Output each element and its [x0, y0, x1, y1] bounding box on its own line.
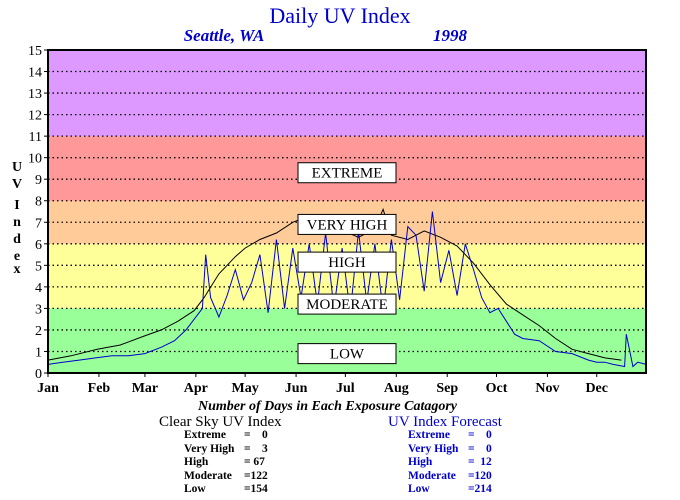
stat-value: =122	[244, 469, 268, 482]
y-tick-label: 6	[35, 238, 42, 253]
stat-value: =214	[468, 483, 492, 495]
stat-label: Very High	[184, 442, 235, 455]
chart-title: Daily UV Index	[269, 3, 410, 28]
stat-label: Extreme	[184, 429, 226, 441]
plot-frame	[47, 49, 647, 374]
stat-value: = 0	[468, 429, 492, 441]
stat-row: Extreme = 0	[184, 429, 268, 441]
category-box-low	[297, 343, 397, 365]
stat-label: Extreme	[408, 429, 450, 441]
stat-row: High = 12	[408, 456, 492, 468]
stat-value: =120	[468, 469, 492, 482]
stat-row: Very High = 3	[184, 443, 268, 455]
x-tick-label: Jul	[336, 381, 355, 396]
category-text-high: HIGH	[328, 255, 366, 271]
stats-title: Number of Days in Each Exposure Catagory	[198, 399, 458, 414]
category-box-extreme	[297, 162, 397, 184]
x-tick-label: Dec	[585, 381, 608, 396]
y-tick-label: 2	[35, 324, 42, 339]
category-text-moderate: MODERATE	[306, 297, 388, 313]
clear-sky-heading: Clear Sky UV Index	[159, 414, 282, 430]
stat-row: High = 67	[184, 456, 265, 468]
y-tick-label: 12	[28, 109, 42, 124]
y-tick-label: 10	[28, 152, 42, 167]
stat-value: =154	[244, 483, 268, 495]
category-text-very-high: VERY HIGH	[307, 217, 388, 233]
y-tick-label: 15	[28, 44, 42, 59]
stat-row: Extreme = 0	[408, 429, 492, 441]
band-extreme	[48, 50, 646, 137]
stat-value: = 3	[244, 442, 268, 455]
y-axis-label-char: U	[12, 160, 22, 175]
stat-label: Low	[408, 483, 430, 495]
x-tick-label: Jun	[285, 381, 308, 396]
stat-value: = 0	[468, 442, 492, 455]
stat-row: Low =154	[184, 483, 268, 495]
x-tick-label: Nov	[535, 381, 559, 396]
stat-label: Moderate	[408, 469, 456, 482]
category-labels: LOW MODERATE HIGH VERY HIGH EXTREME	[297, 162, 397, 365]
x-tick-label: Sep	[436, 381, 458, 396]
y-axis-label-char: d	[13, 232, 21, 247]
y-tick-label: 1	[35, 345, 42, 360]
y-tick-label: 11	[29, 130, 42, 145]
x-tick-label: Apr	[184, 381, 208, 396]
stat-row: Low =214	[408, 483, 492, 495]
stat-row: Moderate =122	[184, 470, 268, 482]
category-box-high	[297, 251, 397, 273]
y-tick-label: 4	[35, 281, 42, 296]
category-box-very-high	[297, 213, 397, 235]
stat-label: Low	[184, 483, 206, 495]
y-axis-label-char: I	[14, 198, 19, 213]
chart-subtitle-year: 1998	[433, 26, 468, 45]
y-tick-label: 13	[28, 87, 42, 102]
stat-label: High	[184, 456, 209, 468]
y-axis-label-char: V	[12, 177, 22, 192]
category-text-low: LOW	[330, 347, 365, 363]
category-label-extreme: EXTREME	[297, 162, 397, 184]
y-tick-label: 5	[35, 259, 42, 274]
stat-row: Moderate =120	[408, 470, 492, 482]
y-tick-label: 3	[35, 302, 42, 317]
stat-label: High	[408, 456, 433, 468]
category-text-extreme: EXTREME	[312, 166, 383, 182]
y-tick-label: 0	[35, 367, 42, 382]
chart-subtitle-location: Seattle, WA	[184, 26, 265, 45]
stat-value: = 67	[244, 456, 265, 468]
x-tick-label: Mar	[132, 381, 158, 396]
x-tick-label: Aug	[384, 381, 409, 396]
x-tick-label: Jan	[37, 381, 59, 396]
gridlines	[48, 70, 646, 353]
x-axis: Jan Feb Mar Apr May Jun Jul Aug Sep Oct Nov Dec	[37, 373, 608, 396]
stat-value: = 12	[468, 456, 492, 468]
x-tick-label: May	[232, 381, 259, 396]
category-box-moderate	[297, 293, 397, 315]
y-tick-label: 7	[35, 216, 42, 231]
exposure-bands	[48, 50, 646, 373]
y-tick-label: 8	[35, 195, 42, 210]
category-label-high: HIGH	[297, 251, 397, 273]
forecast-heading: UV Index Forecast	[388, 414, 502, 430]
category-label-moderate: MODERATE	[297, 293, 397, 315]
y-axis-label-char: x	[14, 262, 21, 277]
stat-row: Very High = 0	[408, 443, 492, 455]
x-tick-label: Oct	[486, 381, 508, 396]
stat-value: = 0	[244, 429, 268, 441]
x-tick-label: Feb	[88, 381, 111, 396]
category-label-low: LOW	[297, 343, 397, 365]
y-axis-label-char: e	[14, 249, 20, 264]
y-axis-label-char: n	[13, 215, 21, 230]
stat-label: Moderate	[184, 469, 232, 482]
stat-label: Very High	[408, 442, 459, 455]
y-tick-label: 9	[35, 173, 42, 188]
y-tick-label: 14	[28, 66, 42, 81]
category-label-very-high: VERY HIGH	[297, 213, 397, 235]
